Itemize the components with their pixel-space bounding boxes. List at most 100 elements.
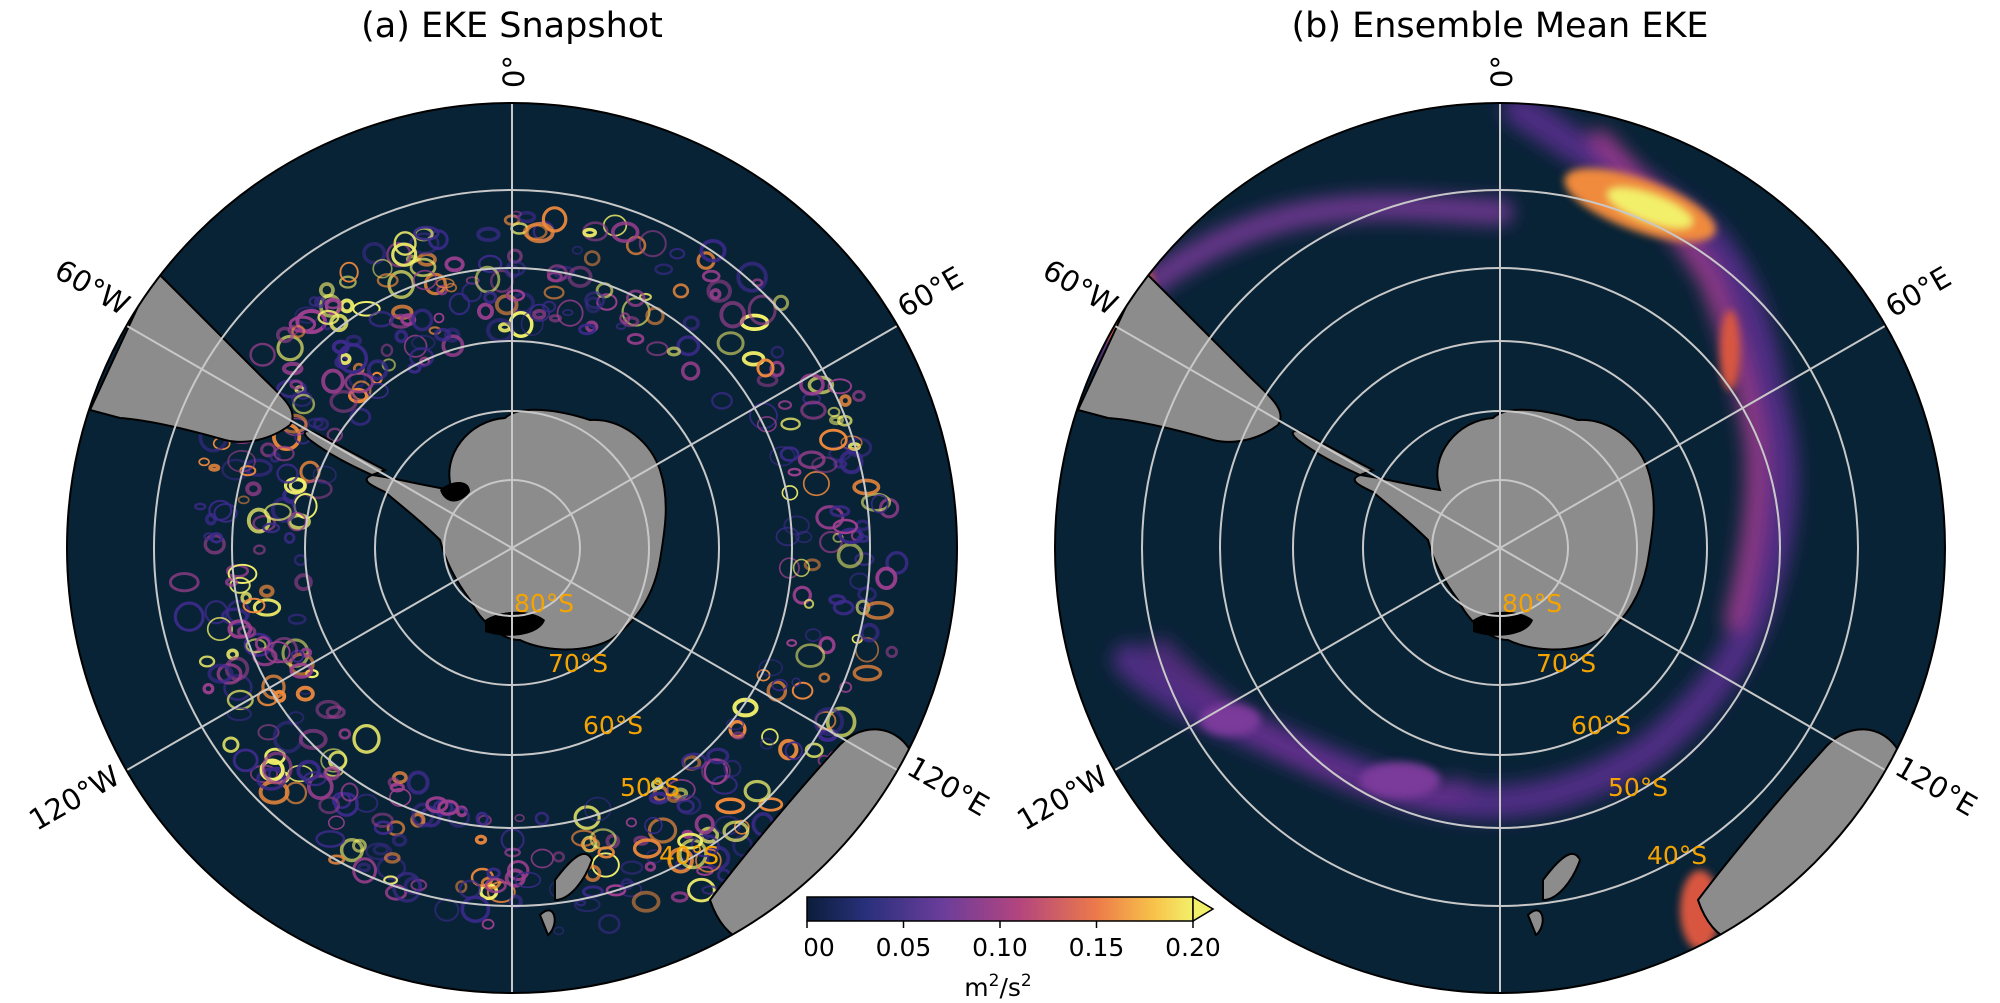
eddy [352, 857, 378, 884]
eddy [885, 645, 899, 659]
eddy [615, 322, 627, 330]
eddy [695, 848, 722, 873]
eddy [315, 830, 346, 848]
eddy [376, 856, 407, 881]
eddy [836, 542, 864, 569]
eddy [393, 231, 417, 256]
eddy [632, 838, 662, 859]
eddy [478, 254, 503, 274]
eddy [287, 613, 307, 625]
eddy [318, 282, 335, 299]
eddy [373, 820, 394, 835]
eddy [839, 681, 853, 693]
eddy [205, 512, 218, 526]
eddy [797, 450, 826, 470]
eddy [596, 293, 618, 311]
eddy [232, 748, 259, 773]
eddy [838, 394, 852, 407]
eddy [376, 273, 399, 288]
eddy [437, 799, 460, 816]
eddy [701, 269, 721, 283]
eddy [291, 325, 306, 339]
antarctica [1353, 408, 1655, 651]
eddy [242, 597, 266, 614]
eddy [240, 591, 252, 605]
eddy [243, 632, 273, 657]
eddy [803, 558, 821, 572]
eddy [354, 793, 379, 813]
eddy [207, 663, 234, 684]
eddy [552, 851, 565, 863]
eddy [313, 296, 326, 309]
eddy [514, 814, 525, 823]
eddy [811, 456, 838, 474]
eddy [792, 558, 811, 578]
eddy [875, 566, 898, 590]
eddy [769, 446, 796, 467]
eddy [758, 797, 784, 812]
eddy [825, 706, 857, 738]
eddy [298, 728, 328, 750]
eddy [320, 748, 347, 773]
colorbar-extend-arrow [1192, 895, 1215, 923]
eddy [813, 707, 845, 737]
colorbar-unit: m2/s2 [964, 971, 1031, 1002]
eddy [484, 877, 507, 894]
eddy [391, 833, 408, 847]
eddy [352, 838, 367, 853]
eddy [819, 428, 848, 451]
eddy [264, 641, 291, 664]
eddy [747, 294, 777, 326]
eddy [638, 292, 652, 301]
eddy [287, 324, 299, 336]
eddy [433, 327, 452, 342]
eddy [626, 332, 645, 345]
lat-label-80s: 80°S [1502, 589, 1562, 618]
eddy [860, 492, 892, 512]
eddy [543, 285, 565, 300]
eddy [571, 245, 583, 255]
eddy [706, 747, 730, 765]
eddy [715, 797, 746, 815]
panel-title: (a) EKE Snapshot [361, 6, 663, 46]
eddy [827, 378, 853, 395]
eddy [818, 636, 836, 655]
eddy [243, 458, 273, 477]
eddy [403, 876, 423, 895]
map-boundary [1054, 102, 1946, 994]
graticule [1114, 103, 1886, 993]
eddy [676, 335, 701, 357]
eddy [670, 891, 689, 903]
eddy [261, 674, 286, 700]
lat-label-50s: 50°S [1608, 773, 1668, 802]
eke-field [168, 206, 909, 936]
eddy [391, 242, 418, 267]
eddy [578, 323, 596, 336]
eddy [597, 914, 621, 934]
graticule [126, 103, 898, 993]
colorbar: 0.00 0.05 0.10 0.15 0.20 m2/s2 [805, 895, 1221, 1002]
eddy [458, 879, 481, 899]
eddy [532, 308, 547, 320]
eddy [365, 842, 393, 861]
eddy [276, 334, 304, 362]
eddy [605, 884, 627, 897]
lon-label-60e: 60°E [1880, 260, 1957, 324]
eddy [731, 731, 745, 740]
south-america [1076, 268, 1282, 443]
eddy [289, 379, 304, 390]
eddy [208, 463, 221, 472]
colorbar-tick-label: 0.20 [1165, 933, 1221, 962]
eddy [270, 637, 299, 664]
eddy [758, 658, 784, 677]
eddy [706, 279, 732, 303]
eddy [270, 496, 297, 523]
eddy [736, 261, 768, 293]
eddy [292, 393, 316, 415]
eddy [716, 331, 745, 356]
eddy [225, 577, 239, 587]
eddy [621, 316, 640, 328]
eddy [339, 261, 359, 283]
eddy [227, 619, 253, 639]
eddy [403, 334, 428, 358]
